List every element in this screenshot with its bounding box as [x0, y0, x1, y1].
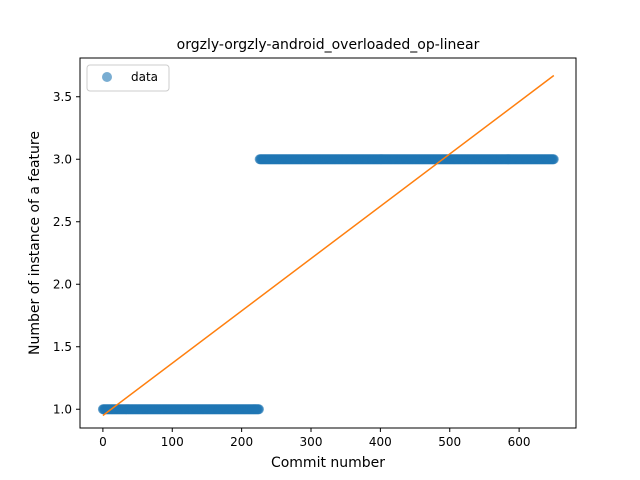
data-point	[253, 404, 264, 415]
legend-label-data: data	[131, 70, 158, 84]
legend-box	[86, 64, 170, 92]
x-tick-label: 500	[438, 435, 461, 449]
axes-frame	[79, 57, 577, 429]
x-tick-label: 200	[230, 435, 253, 449]
y-tick-label: 3.0	[53, 152, 72, 166]
x-tick-label: 600	[508, 435, 531, 449]
linear-fit-line	[102, 74, 555, 417]
y-tick-label: 1.0	[53, 402, 72, 416]
fit-line	[102, 74, 555, 417]
y-tick-label: 2.5	[53, 215, 72, 229]
y-axis-ticks: 1.0 1.5 2.0 2.5 3.0 3.5	[53, 90, 80, 416]
x-axis-ticks: 0 100 200 300 400 500 600	[99, 428, 531, 449]
x-tick-label: 0	[99, 435, 107, 449]
legend-marker-data	[102, 72, 112, 82]
x-tick-label: 100	[161, 435, 184, 449]
data-point	[548, 154, 559, 165]
y-tick-label: 3.5	[53, 90, 72, 104]
y-axis-label: Number of instance of a feature	[27, 131, 43, 355]
data-points	[97, 154, 559, 415]
chart-title: orgzly-orgzly-android_overloaded_op-line…	[177, 37, 480, 53]
y-tick-label: 1.5	[53, 340, 72, 354]
x-axis-label: Commit number	[271, 455, 385, 471]
x-tick-label: 300	[300, 435, 323, 449]
legend: data	[86, 64, 170, 92]
y-tick-label: 2.0	[53, 277, 72, 291]
x-tick-label: 400	[369, 435, 392, 449]
